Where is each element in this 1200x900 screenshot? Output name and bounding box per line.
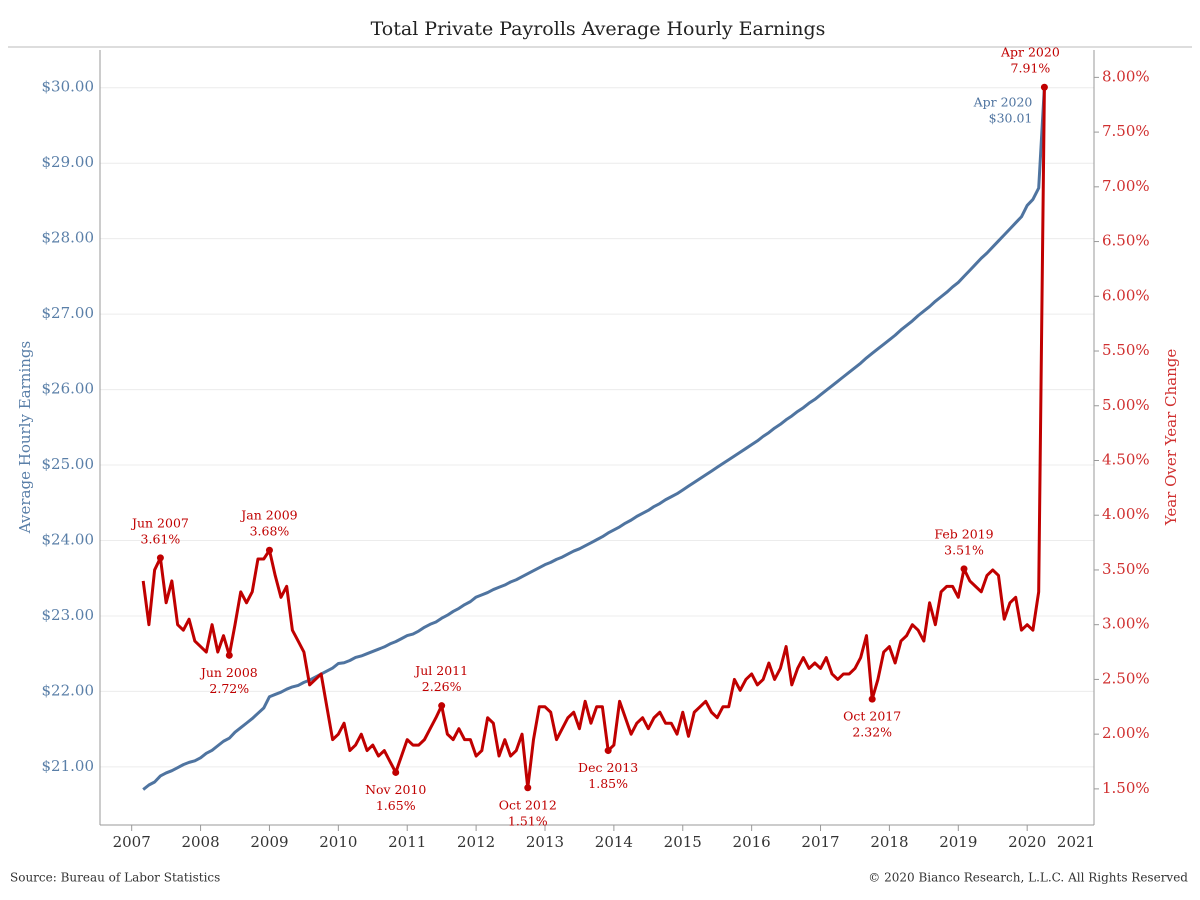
x-tick-label: 2016 xyxy=(733,833,771,851)
y2-tick-label: 6.00% xyxy=(1102,286,1150,304)
y-tick-label: $23.00 xyxy=(42,606,95,624)
y2-tick-label: 1.50% xyxy=(1102,779,1150,797)
y2-tick-label: 5.00% xyxy=(1102,396,1150,414)
annotation-value: 1.51% xyxy=(508,813,548,828)
y2-tick-label: 2.00% xyxy=(1102,724,1150,742)
annotation-value: 1.85% xyxy=(588,776,628,791)
annotated-point xyxy=(225,651,233,659)
x-tick-label: 2014 xyxy=(595,833,633,851)
annotated-point xyxy=(524,784,532,792)
annotation-label: Oct 2012 xyxy=(499,797,557,812)
chart-title: Total Private Payrolls Average Hourly Ea… xyxy=(371,18,826,40)
y2-tick-label: 2.50% xyxy=(1102,669,1150,687)
x-tick-label: 2020 xyxy=(1008,833,1046,851)
x-tick-label: 2015 xyxy=(664,833,702,851)
y2-tick-label: 6.50% xyxy=(1102,232,1150,250)
y2-tick-label: 7.00% xyxy=(1102,177,1150,195)
x-tick-label: 2017 xyxy=(801,833,839,851)
annotation-label: Feb 2019 xyxy=(934,526,993,541)
y-tick-label: $26.00 xyxy=(42,380,95,398)
x-tick-label: 2013 xyxy=(526,833,564,851)
x-tick-label: 2011 xyxy=(388,833,426,851)
annotation-value: 2.26% xyxy=(422,679,462,694)
annotation-label: Nov 2010 xyxy=(365,782,426,797)
y-tick-label: $27.00 xyxy=(42,304,95,322)
x-tick-label: 2019 xyxy=(939,833,977,851)
annotation-value: 3.68% xyxy=(250,524,290,539)
x-tick-label: 2008 xyxy=(181,833,219,851)
annotation-value: 2.72% xyxy=(209,681,249,696)
series-line xyxy=(141,87,1046,790)
annotation-value: 3.61% xyxy=(141,531,181,546)
annotated-point xyxy=(1040,83,1048,91)
annotated-point xyxy=(438,702,446,710)
annotated-point xyxy=(868,695,876,703)
source-note: Source: Bureau of Labor Statistics xyxy=(10,871,220,885)
y-axis-title: Average Hourly Earnings xyxy=(16,341,34,534)
annotation-label: Jul 2011 xyxy=(413,663,468,678)
x-tick-label: 2018 xyxy=(870,833,908,851)
annotation-value: 3.51% xyxy=(944,542,984,557)
annotation-value: 7.91% xyxy=(1011,61,1051,76)
x-tick-label: 2009 xyxy=(250,833,288,851)
annotation-label: Apr 2020 xyxy=(1000,45,1060,60)
annotation-value: 1.65% xyxy=(376,798,416,813)
y2-tick-label: 3.00% xyxy=(1102,615,1150,633)
annotated-point xyxy=(265,546,273,554)
y-tick-label: $30.00 xyxy=(42,78,95,96)
annotated-point xyxy=(392,768,400,776)
annotation-label: Jun 2007 xyxy=(130,515,189,530)
x-tick-label: 2007 xyxy=(113,833,151,851)
annotation-label: Oct 2017 xyxy=(843,709,901,724)
x-tick-label: 2010 xyxy=(319,833,357,851)
y2-tick-label: 3.50% xyxy=(1102,560,1150,578)
annotation-label: Jan 2009 xyxy=(239,508,297,523)
y-tick-label: $28.00 xyxy=(42,229,95,247)
x-tick-label: 2021 xyxy=(1057,833,1095,851)
y2-tick-label: 4.50% xyxy=(1102,450,1150,468)
series-line xyxy=(142,86,1046,791)
y2-tick-label: 8.00% xyxy=(1102,67,1150,85)
y2-axis-title: Year Over Year Change xyxy=(1162,349,1180,527)
y-tick-label: $29.00 xyxy=(42,153,95,171)
copyright-note: © 2020 Bianco Research, L.L.C. All Right… xyxy=(868,871,1188,885)
annotation-value: $30.01 xyxy=(989,110,1033,125)
annotation-label: Apr 2020 xyxy=(973,94,1033,109)
y-tick-label: $24.00 xyxy=(42,531,95,549)
x-tick-label: 2012 xyxy=(457,833,495,851)
annotation-value: 2.32% xyxy=(852,725,892,740)
annotation-label: Jun 2008 xyxy=(199,665,258,680)
annotated-point xyxy=(604,747,612,755)
annotation-label: Dec 2013 xyxy=(578,760,638,775)
y-tick-label: $25.00 xyxy=(42,455,95,473)
annotated-point xyxy=(960,565,968,573)
annotated-point xyxy=(156,554,164,562)
y-tick-label: $21.00 xyxy=(42,757,95,775)
y2-tick-label: 7.50% xyxy=(1102,122,1150,140)
y2-tick-label: 4.00% xyxy=(1102,505,1150,523)
y-tick-label: $22.00 xyxy=(42,681,95,699)
y2-tick-label: 5.50% xyxy=(1102,341,1150,359)
